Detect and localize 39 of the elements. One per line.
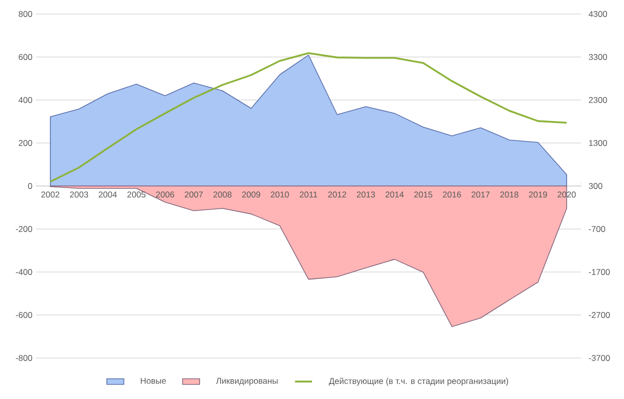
x-tick-label: 2015 (414, 192, 432, 198)
y-tick-label: 800 (18, 11, 32, 17)
x-tick-label: 2007 (184, 192, 203, 198)
x-tick-label: 2016 (442, 192, 461, 198)
x-tick-label: 2004 (98, 192, 117, 198)
y2-tick-label: -3700 (588, 355, 610, 361)
x-tick-label: 2019 (528, 192, 547, 198)
y-tick-label: 0 (28, 183, 32, 189)
legend-label: Действующие (в т.ч. в стадии реорганизации) (328, 378, 508, 386)
x-tick-label: 2006 (156, 192, 174, 198)
x-tick-label: 2008 (213, 192, 232, 198)
y2-tick-label: -2700 (588, 312, 610, 318)
x-tick-label: 2005 (127, 192, 146, 198)
y-tick-label: -400 (16, 269, 32, 275)
y-tick-label: -600 (16, 312, 32, 318)
x-tick-label: 2011 (300, 192, 318, 198)
y2-tick-label: 4300 (588, 11, 608, 17)
y2-tick-label: 300 (588, 183, 602, 189)
x-tick-label: 2018 (500, 192, 518, 198)
y2-tick-label: -1700 (588, 269, 610, 275)
y2-tick-label: 3300 (588, 54, 608, 60)
legend-label: Ликвидированы (216, 378, 278, 386)
x-tick-label: 2013 (356, 192, 375, 198)
y2-tick-label: -700 (588, 226, 606, 232)
x-tick-label: 2012 (328, 192, 346, 198)
y-tick-label: -800 (16, 355, 32, 361)
x-tick-label: 2014 (386, 192, 404, 198)
y2-tick-label: 1300 (589, 140, 608, 146)
y-tick-label: 600 (18, 54, 32, 60)
x-tick-label: 2010 (270, 192, 289, 198)
y2-tick-label: 2300 (588, 97, 608, 103)
y-tick-label: 200 (18, 140, 32, 146)
y-tick-label: 400 (18, 97, 32, 103)
x-tick-label: 2002 (41, 192, 60, 198)
x-tick-label: 2017 (472, 192, 490, 198)
x-tick-label: 2003 (70, 192, 88, 198)
y-tick-label: -200 (16, 226, 32, 232)
legend-label: Новые (140, 378, 166, 384)
x-tick-label: 2009 (242, 192, 260, 198)
